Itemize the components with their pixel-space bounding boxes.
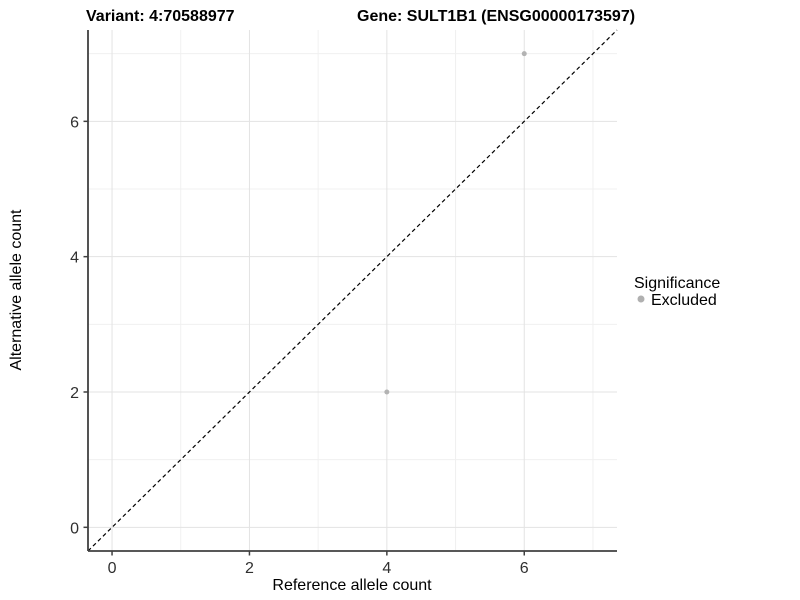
x-tick-label: 6: [520, 560, 529, 577]
legend: Significance Excluded: [634, 275, 720, 309]
x-axis-tick-labels: 0 2 4 6: [108, 560, 529, 577]
identity-dashed-line: [87, 29, 618, 552]
x-tick-label: 4: [382, 560, 391, 577]
data-points: [384, 51, 527, 395]
y-axis-title: Alternative allele count: [8, 209, 25, 371]
plot-title-variant: Variant: 4:70588977: [86, 8, 235, 25]
x-tick-label: 2: [245, 560, 254, 577]
data-point: [521, 51, 527, 57]
legend-item-label: Excluded: [651, 292, 717, 309]
minor-gridlines: [88, 30, 617, 551]
y-tick-label: 4: [70, 250, 79, 267]
data-point: [384, 389, 390, 395]
major-gridlines: [88, 30, 617, 551]
y-axis-tick-labels: 0 2 4 6: [70, 114, 79, 537]
y-tick-label: 6: [70, 114, 79, 131]
plot-title-gene: Gene: SULT1B1 (ENSG00000173597): [357, 8, 635, 25]
x-tick-label: 0: [108, 560, 117, 577]
axis-tick-marks: [83, 120, 526, 556]
y-tick-label: 0: [70, 520, 79, 537]
legend-point-swatch: [637, 295, 645, 303]
x-axis-title: Reference allele count: [272, 577, 432, 594]
legend-title: Significance: [634, 275, 720, 292]
y-tick-label: 2: [70, 385, 79, 402]
